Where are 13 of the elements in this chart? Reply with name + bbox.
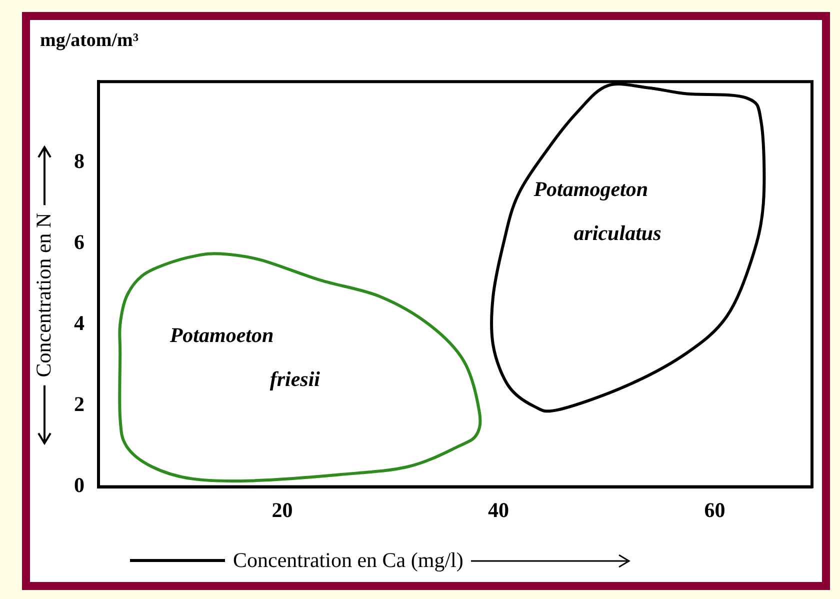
- y-tick-label: 2: [74, 392, 84, 416]
- y-tick-label: 0: [74, 473, 84, 498]
- annotation: Potamogeton ariculatus: [534, 176, 662, 247]
- y-tick-label: 8: [74, 149, 84, 174]
- y-tick-label: 4: [74, 311, 85, 336]
- text: mg/atom/m³: [40, 30, 139, 52]
- x-tick-label: 20: [272, 498, 293, 522]
- annotation: Potamoeton friesii: [170, 322, 320, 393]
- x-tick-label: 60: [704, 498, 726, 522]
- y-tick-label: 6: [74, 230, 84, 254]
- y-axis-title: Concentration en N: [32, 212, 56, 378]
- x-tick-label: 40: [488, 498, 509, 522]
- x-axis-title: Concentration en Ca (mg/l): [233, 548, 464, 573]
